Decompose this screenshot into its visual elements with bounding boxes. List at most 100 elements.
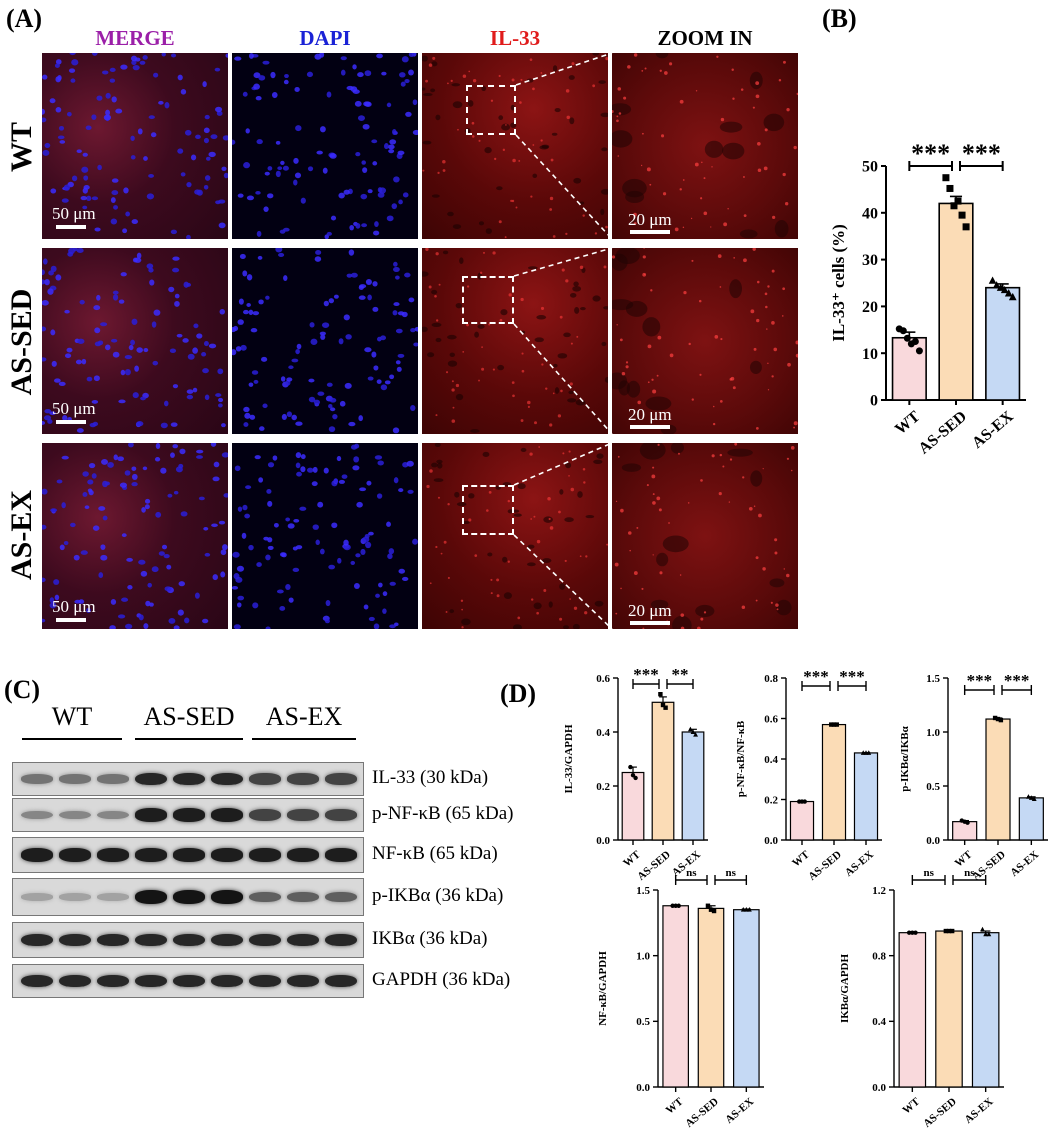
- data-point: [992, 715, 998, 721]
- blot-band: [97, 848, 129, 862]
- y-axis-label: p-NF-κB/NF-κB: [735, 720, 747, 797]
- bar: [1018, 797, 1044, 841]
- x-tick-label: WT: [953, 848, 975, 869]
- scale-bar-label: 20 μm: [628, 210, 672, 229]
- blot-band-label: p-NF-κB (65 kDa): [372, 803, 514, 824]
- blot-group-underline: [135, 738, 243, 740]
- y-tick-label: 0.0: [926, 835, 940, 847]
- data-point: [996, 283, 1005, 291]
- row-label-as-ex: AS-EX: [5, 490, 38, 581]
- scale-bar-label: 20 μm: [628, 601, 672, 620]
- data-point: [1031, 796, 1037, 801]
- significance-label: ns: [725, 868, 736, 879]
- bar: [662, 905, 689, 1088]
- blot-band: [135, 808, 167, 822]
- blot-band: [21, 974, 53, 988]
- data-point: [743, 907, 749, 912]
- blot-group-underline: [252, 738, 356, 740]
- data-point: [986, 931, 992, 937]
- data-point: [1026, 794, 1031, 799]
- data-point: [802, 799, 807, 804]
- blot-strip: [12, 762, 364, 796]
- y-tick-label: 1.0: [636, 951, 650, 963]
- panel-label-c: (C): [4, 675, 41, 704]
- data-point: [831, 722, 837, 727]
- data-point: [998, 717, 1004, 723]
- data-point: [663, 705, 668, 710]
- significance-label: ***: [633, 668, 659, 684]
- row-label-as-sed: AS-SED: [5, 288, 38, 396]
- y-tick-label: 0.0: [764, 835, 778, 847]
- blot-band: [59, 774, 91, 784]
- y-tick-label: 0.0: [596, 835, 610, 847]
- blot-band: [59, 933, 91, 947]
- scale-bar: [56, 618, 86, 622]
- bar: [681, 731, 705, 841]
- y-tick-label: 0.5: [636, 1016, 650, 1028]
- x-tick-label: AS-EX: [963, 1096, 996, 1126]
- y-axis-label: IL-33/GAPDH: [563, 724, 575, 794]
- data-point: [983, 931, 989, 937]
- data-point: [950, 202, 958, 210]
- blot-band: [325, 891, 357, 903]
- data-point: [965, 820, 970, 825]
- tissue-texture: [612, 248, 798, 434]
- blot-band: [211, 772, 243, 786]
- tissue-texture: [42, 443, 228, 629]
- tissue-texture: [614, 443, 795, 629]
- data-point: [711, 908, 717, 914]
- x-tick-label: WT: [790, 848, 812, 869]
- blot-group-underline: [22, 738, 122, 740]
- tissue-texture: [422, 248, 608, 433]
- significance-label: ***: [967, 671, 993, 690]
- data-point: [988, 276, 997, 284]
- micrograph-zoom-wt: 20 μm: [612, 53, 798, 239]
- blot-band: [135, 772, 167, 786]
- column-header-dapi: DAPI: [299, 26, 351, 50]
- data-point: [1000, 285, 1009, 294]
- y-tick-label: 1.0: [926, 727, 940, 739]
- scale-bar: [630, 425, 670, 429]
- bar: [971, 932, 1000, 1088]
- blot-band: [21, 848, 53, 862]
- blot-band: [173, 772, 205, 786]
- data-point: [949, 928, 955, 934]
- blot-band: [249, 848, 281, 862]
- blot-band: [173, 890, 205, 904]
- column-header-merge: MERGE: [95, 26, 175, 50]
- y-tick-label: 30: [862, 252, 878, 269]
- data-point: [746, 907, 752, 912]
- significance-label: ***: [803, 668, 829, 686]
- column-header-il33: IL-33: [489, 26, 541, 50]
- y-tick-label: 0.6: [596, 673, 610, 685]
- panel-label-a: (A): [6, 4, 43, 33]
- data-point: [834, 722, 839, 727]
- data-point: [866, 750, 872, 755]
- micrograph-zoom-as-sed: 20 μm: [612, 248, 798, 434]
- blot-band: [325, 933, 357, 947]
- blot-band: [211, 974, 243, 988]
- data-point: [992, 281, 1001, 289]
- scale-bar-label: 20 μm: [628, 405, 672, 424]
- data-point: [673, 903, 678, 908]
- blot-band: [21, 774, 53, 784]
- blot-band: [325, 773, 357, 785]
- data-point: [628, 764, 633, 770]
- micrograph-merge-as-sed: 50 μm: [42, 248, 228, 434]
- data-point: [687, 726, 693, 732]
- data-point: [740, 907, 746, 912]
- bar: [898, 932, 927, 1088]
- blot-band: [211, 933, 243, 947]
- y-tick-label: 0.0: [872, 1082, 886, 1094]
- blot-band: [59, 810, 91, 820]
- significance-label: ***: [1004, 671, 1029, 690]
- y-tick-label: 0.0: [636, 1082, 650, 1094]
- bar-chart-il33-cells: 0 10 20 30 40 50 IL-33⁺ cells (%) WTAS-SEDAS-EX…: [829, 140, 1026, 458]
- bar: [985, 286, 1021, 401]
- tissue-texture: [232, 443, 418, 629]
- blot-band: [249, 773, 281, 785]
- data-point: [633, 775, 638, 781]
- micrograph-zoom-as-ex: 20 μm: [612, 443, 798, 629]
- data-point: [946, 184, 954, 192]
- x-tick-label: AS-EX: [723, 1096, 756, 1126]
